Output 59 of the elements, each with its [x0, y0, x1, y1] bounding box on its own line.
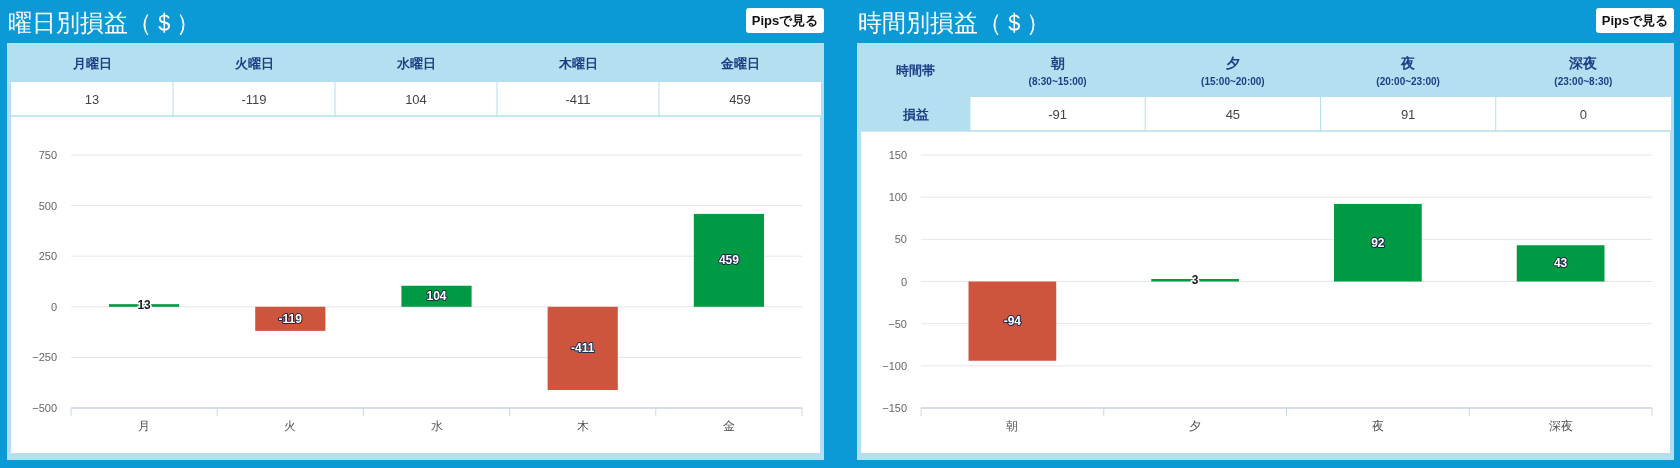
x-tick-label: 朝 — [1006, 419, 1019, 433]
text: 月曜日 — [71, 55, 112, 71]
data-label: -119 — [241, 92, 267, 107]
text: 深夜 (23:00~8:30) — [1554, 55, 1613, 87]
text: 木曜日 — [557, 55, 598, 71]
text: 水曜日 — [395, 55, 436, 71]
y-tick-label: 0 — [50, 300, 57, 313]
y-tick-label: −250 — [32, 351, 57, 364]
annotation: 13 — [137, 298, 152, 313]
bar — [1334, 203, 1422, 282]
y-tick-label: 0 — [900, 275, 907, 288]
y-tick-label: −50 — [888, 317, 907, 330]
x-tick-label: 水 — [430, 419, 443, 433]
text: 45 — [1225, 107, 1241, 122]
x-tick-label: 月 — [138, 419, 151, 433]
text: 火曜日 — [233, 55, 274, 71]
text: 91 — [1400, 107, 1416, 122]
bar — [968, 281, 1057, 361]
data-label: 92 — [1371, 235, 1385, 250]
y-tick-label: 50 — [894, 233, 907, 246]
y-tick-label: −500 — [32, 402, 57, 414]
y-tick-label: −100 — [882, 359, 907, 372]
y-tick-label: 100 — [888, 191, 907, 204]
data-label: 104 — [405, 92, 427, 107]
annotation: -411 — [571, 341, 595, 356]
bar — [1516, 245, 1605, 282]
x-tick-label: 夜 — [1371, 419, 1384, 433]
bar — [693, 213, 764, 307]
x-tick-label: 木 — [576, 419, 589, 433]
data-label: 13 — [84, 92, 100, 107]
y-tick-label: 250 — [38, 250, 57, 263]
y-tick-label: 150 — [888, 149, 907, 161]
text: -91 — [1048, 107, 1068, 122]
text: 時間帯 — [896, 63, 935, 78]
text: Pipsで見る — [751, 13, 819, 28]
data-label: 43 — [1553, 256, 1568, 271]
text: Pipsで見る — [1601, 13, 1669, 28]
annotation: -119 — [278, 311, 303, 326]
x-tick-label: 深夜 — [1548, 419, 1573, 433]
annotation: 104 — [426, 289, 447, 304]
data-label: -94 — [1003, 314, 1022, 329]
text: 夕 (15:00~20:00) — [1201, 55, 1265, 87]
text: 金曜日 — [719, 55, 760, 71]
x-tick-label: 金 — [722, 419, 735, 433]
text: 0 — [1579, 107, 1587, 122]
data-label: -411 — [565, 92, 591, 107]
x-tick-label: 夕 — [1189, 419, 1202, 433]
y-tick-label: 750 — [38, 149, 57, 161]
text: 夜 (20:00~23:00) — [1376, 55, 1440, 87]
chart-title: 曜日別損益（＄） — [8, 9, 200, 36]
text: 朝 (8:30~15:00) — [1028, 55, 1087, 87]
annotation: 459 — [718, 253, 740, 268]
bar — [547, 306, 618, 390]
chart-title: 時間別損益（＄） — [858, 9, 1050, 36]
y-tick-label: −150 — [882, 402, 907, 414]
y-tick-label: 500 — [38, 199, 57, 212]
data-label: 459 — [729, 92, 751, 107]
text: 損益 — [901, 107, 929, 122]
x-tick-label: 火 — [284, 419, 297, 433]
